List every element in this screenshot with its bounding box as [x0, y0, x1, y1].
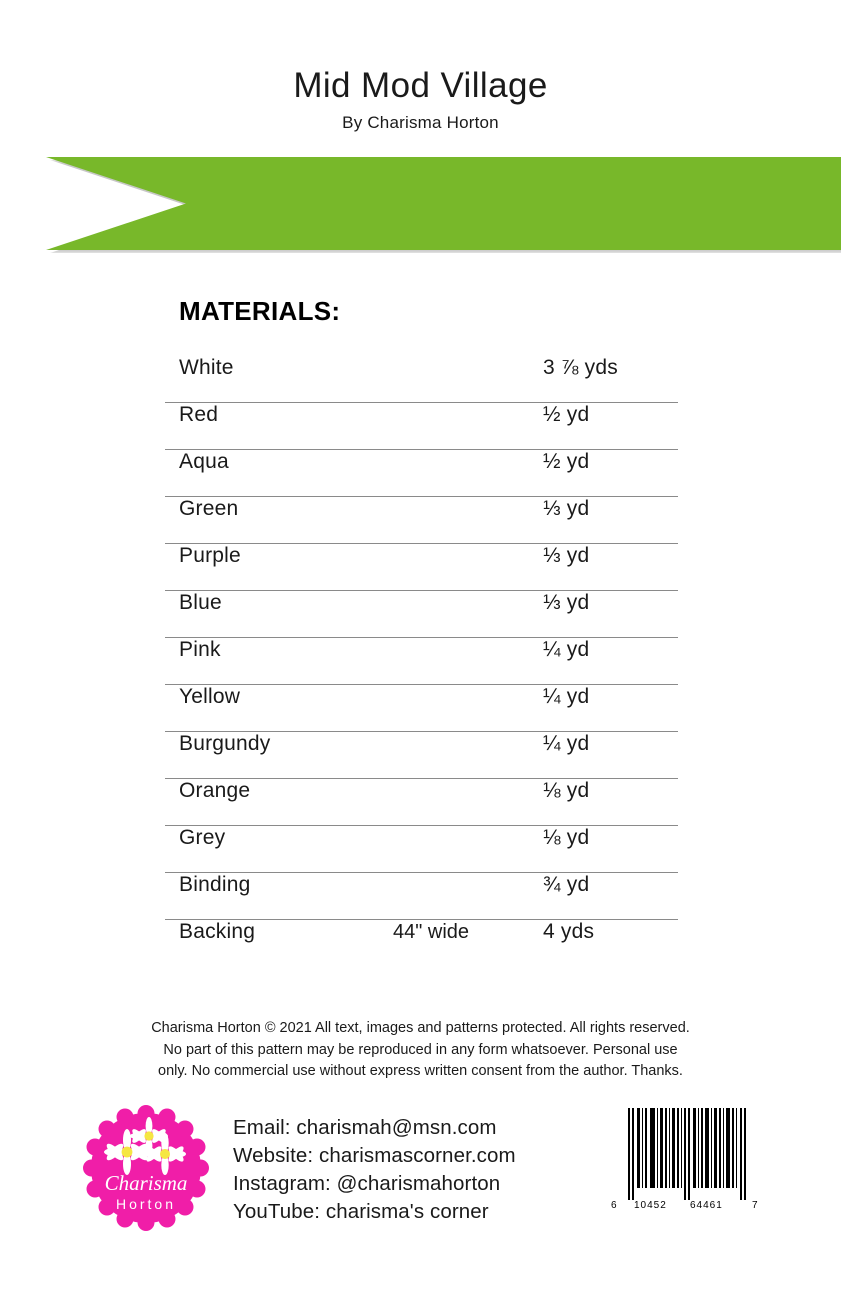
material-quantity: ¼ yd [543, 685, 590, 708]
footer: Charisma Horton Email: charismah@msn.com… [0, 1104, 841, 1244]
charisma-horton-logo: Charisma Horton [83, 1105, 209, 1231]
table-row: Pink ¼ yd [165, 638, 678, 685]
materials-heading: MATERIALS: [179, 296, 341, 326]
barcode-group-2: 64461 [690, 1200, 723, 1211]
material-quantity: ⅓ yd [543, 497, 590, 520]
logo-name-text: Horton [116, 1196, 176, 1212]
material-quantity: ¾ yd [543, 873, 590, 896]
material-width: 44" wide [393, 921, 470, 943]
material-name: Orange [179, 779, 251, 802]
table-row: Green ⅓ yd [165, 497, 678, 544]
material-quantity: ⅛ yd [543, 826, 590, 849]
material-quantity: ⅓ yd [543, 591, 590, 614]
material-name: Aqua [179, 450, 229, 473]
material-quantity: ½ yd [543, 403, 590, 426]
contact-email[interactable]: Email: charismah@msn.com [233, 1116, 497, 1139]
material-quantity: ¼ yd [543, 638, 590, 661]
contact-instagram[interactable]: Instagram: @charismahorton [233, 1172, 501, 1195]
barcode-check-digit: 7 [752, 1200, 758, 1211]
logo-script-text: Charisma [105, 1171, 188, 1195]
decorative-banner [46, 155, 841, 255]
table-row: Grey ⅛ yd [165, 826, 678, 873]
material-name: Pink [179, 638, 221, 661]
material-name: Backing [179, 920, 256, 943]
table-row: White 3 ⅞ yds [165, 356, 678, 403]
copyright-notice: Charisma Horton © 2021 All text, images … [0, 1018, 841, 1083]
daisy-flowers-icon [104, 1117, 186, 1175]
table-row: Red ½ yd [165, 403, 678, 450]
author-byline: By Charisma Horton [342, 113, 499, 133]
materials-table: White 3 ⅞ yds Red ½ yd Aqua ½ yd Green ⅓… [165, 356, 678, 967]
material-name: Grey [179, 826, 226, 849]
material-quantity: ⅓ yd [543, 544, 590, 567]
table-row: Binding ¾ yd [165, 873, 678, 920]
table-row: Purple ⅓ yd [165, 544, 678, 591]
barcode-bars-icon [611, 1108, 759, 1200]
table-row: Aqua ½ yd [165, 450, 678, 497]
material-quantity: ½ yd [543, 450, 590, 473]
logo-badge-icon: Charisma Horton [83, 1105, 209, 1231]
table-row: Burgundy ¼ yd [165, 732, 678, 779]
table-row: Blue ⅓ yd [165, 591, 678, 638]
material-name: Purple [179, 544, 241, 567]
material-quantity: 4 yds [543, 920, 595, 943]
copyright-line-3: only. No commercial use without express … [158, 1063, 683, 1079]
material-quantity: ⅛ yd [543, 779, 590, 802]
material-quantity: 3 ⅞ yds [543, 356, 618, 379]
contact-info: Email: charismah@msn.com Website: charis… [233, 1114, 516, 1226]
material-name: Yellow [179, 685, 241, 708]
barcode-digits: 6 10452 64461 7 [611, 1200, 759, 1222]
banner-ribbon [46, 157, 841, 250]
contact-youtube[interactable]: YouTube: charisma's corner [233, 1200, 489, 1223]
material-name: Binding [179, 873, 251, 896]
page-title: Mid Mod Village [293, 66, 548, 105]
barcode-lead-digit: 6 [611, 1200, 617, 1211]
table-row: Orange ⅛ yd [165, 779, 678, 826]
material-quantity: ¼ yd [543, 732, 590, 755]
material-name: Blue [179, 591, 222, 614]
material-name: Green [179, 497, 239, 520]
upc-barcode: 6 10452 64461 7 [611, 1108, 759, 1222]
contact-website[interactable]: Website: charismascorner.com [233, 1144, 516, 1167]
material-name: White [179, 356, 234, 379]
copyright-line-1: Charisma Horton © 2021 All text, images … [151, 1020, 690, 1036]
table-row: Backing 44" wide 4 yds [165, 920, 678, 967]
material-name: Burgundy [179, 732, 271, 755]
material-name: Red [179, 403, 219, 426]
barcode-group-1: 10452 [634, 1200, 667, 1211]
copyright-line-2: No part of this pattern may be reproduce… [163, 1041, 678, 1058]
title-block: Mid Mod Village By Charisma Horton [0, 66, 841, 133]
table-row: Yellow ¼ yd [165, 685, 678, 732]
